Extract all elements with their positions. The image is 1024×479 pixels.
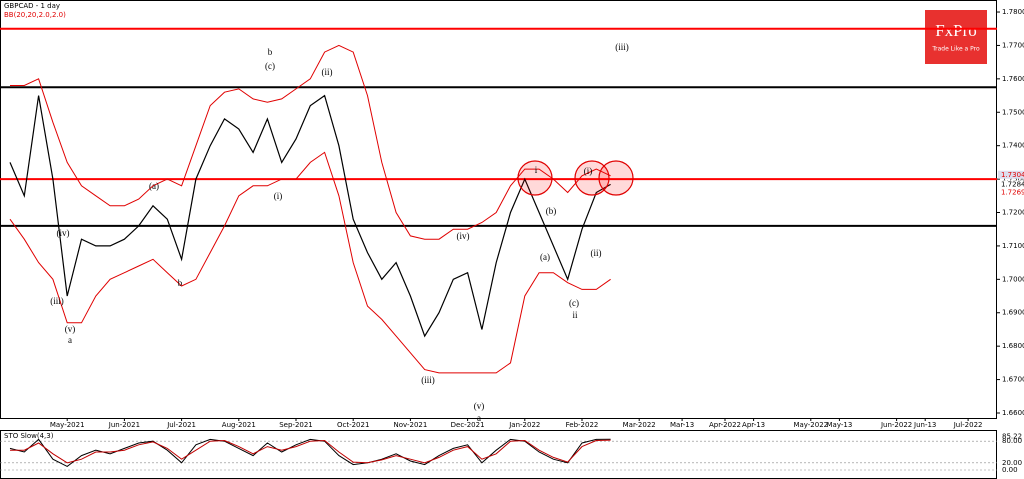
y-tick-label: 1.7700 bbox=[1002, 41, 1024, 49]
y-tick-label: 1.7200 bbox=[1002, 209, 1024, 217]
price-tag: 1.7304 bbox=[1001, 171, 1024, 179]
x-tick-label: Feb-2022 bbox=[566, 421, 599, 429]
indicator-label: BB(20,20,2.0,2.0) bbox=[4, 11, 66, 19]
wave-label: (v) bbox=[474, 401, 485, 411]
wave-label: (c) bbox=[569, 298, 579, 308]
x-tick-label: May-2021 bbox=[50, 421, 85, 429]
x-tick-label: May-2022 bbox=[793, 421, 828, 429]
x-tick-label: Sep-2021 bbox=[279, 421, 313, 429]
sto-tick-label: 20.00 bbox=[1002, 459, 1022, 467]
wave-label: (ii) bbox=[322, 67, 333, 77]
y-tick-label: 1.7800 bbox=[1002, 8, 1024, 16]
wave-label: b bbox=[178, 278, 183, 288]
wave-label: (a) bbox=[540, 252, 550, 262]
y-tick-label: 1.7400 bbox=[1002, 142, 1024, 150]
wave-label: i bbox=[535, 165, 538, 175]
x-tick-label: Jan-2022 bbox=[508, 421, 540, 429]
y-tick-label: 1.6800 bbox=[1002, 342, 1024, 350]
series-line bbox=[9, 94, 611, 338]
wave-label: (iv) bbox=[57, 228, 70, 238]
series-line bbox=[10, 439, 611, 464]
y-tick-label: 1.7300 bbox=[1002, 175, 1024, 183]
logo-tagline: Trade Like a Pro bbox=[931, 46, 980, 53]
price-tag-bg bbox=[998, 170, 1024, 179]
x-tick-label: Apr-13 bbox=[742, 421, 765, 429]
price-tag: 1.7269 bbox=[1001, 188, 1024, 196]
wave-label: (ii) bbox=[591, 248, 602, 258]
wave-label: (i) bbox=[584, 166, 593, 176]
wave-label: (a) bbox=[149, 181, 159, 191]
wave-label: (iv) bbox=[457, 231, 470, 241]
y-tick-label: 1.6900 bbox=[1002, 309, 1024, 317]
wave-label: (i) bbox=[274, 191, 283, 201]
sto-tick-label: 80.00 bbox=[1002, 437, 1022, 445]
sto-tick-label: 0.00 bbox=[1002, 466, 1018, 474]
series-line bbox=[9, 438, 611, 467]
price-tag-bg bbox=[998, 188, 1024, 197]
x-tick-label: Mar-2022 bbox=[623, 421, 656, 429]
wave-label: b bbox=[268, 47, 273, 57]
logo-name: FxPro bbox=[935, 21, 977, 40]
highlight-circle bbox=[517, 160, 553, 196]
price-tag-bg bbox=[998, 180, 1024, 189]
x-tick-label: May-13 bbox=[827, 421, 853, 429]
x-tick-label: Oct-2021 bbox=[337, 421, 369, 429]
x-tick-label: Aug-2021 bbox=[222, 421, 256, 429]
price-tag: 1.7284 bbox=[1001, 180, 1024, 188]
series-line bbox=[9, 151, 611, 374]
wave-label: a bbox=[68, 335, 72, 345]
x-tick-label: Jun-13 bbox=[913, 421, 936, 429]
wave-label: (b) bbox=[546, 206, 557, 216]
x-tick-label: Jun-2021 bbox=[108, 421, 140, 429]
x-tick-label: Dec-2021 bbox=[451, 421, 485, 429]
x-tick-label: Apr-2022 bbox=[709, 421, 741, 429]
sto-title: STO Slow(4,3) bbox=[4, 432, 54, 440]
y-tick-label: 1.7100 bbox=[1002, 242, 1024, 250]
logo-box bbox=[925, 10, 987, 64]
x-tick-label: Mar-13 bbox=[670, 421, 694, 429]
x-tick-label: Jun-2022 bbox=[880, 421, 912, 429]
y-tick-label: 1.7000 bbox=[1002, 275, 1024, 283]
y-tick-label: 1.6600 bbox=[1002, 409, 1024, 417]
sto-last-value: 85.22 bbox=[1002, 432, 1022, 440]
wave-label: (iii) bbox=[50, 296, 64, 306]
main-frame bbox=[0, 0, 997, 419]
wave-label: (iii) bbox=[421, 375, 435, 385]
highlight-circle bbox=[574, 160, 610, 196]
x-tick-label: Nov-2021 bbox=[393, 421, 427, 429]
wave-label: (c) bbox=[265, 61, 275, 71]
wave-label: (iii) bbox=[615, 42, 629, 52]
y-tick-label: 1.7500 bbox=[1002, 108, 1024, 116]
y-tick-label: 1.6700 bbox=[1002, 376, 1024, 384]
wave-label: ii bbox=[572, 310, 578, 320]
highlight-circle bbox=[598, 160, 634, 196]
chart-title: GBPCAD - 1 day bbox=[4, 2, 60, 10]
wave-label: (v) bbox=[65, 324, 76, 334]
wave-label: a bbox=[477, 413, 481, 423]
series-line bbox=[10, 44, 611, 240]
y-tick-label: 1.7600 bbox=[1002, 75, 1024, 83]
x-tick-label: Jul-2021 bbox=[166, 421, 196, 429]
x-tick-label: Jul-2022 bbox=[953, 421, 983, 429]
